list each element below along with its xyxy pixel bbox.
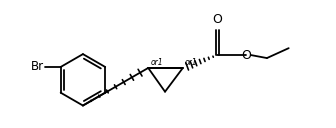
Text: O: O xyxy=(212,13,222,26)
Text: O: O xyxy=(241,49,251,62)
Text: or1: or1 xyxy=(150,58,163,67)
Text: Br: Br xyxy=(31,60,44,73)
Text: or1: or1 xyxy=(185,58,198,67)
